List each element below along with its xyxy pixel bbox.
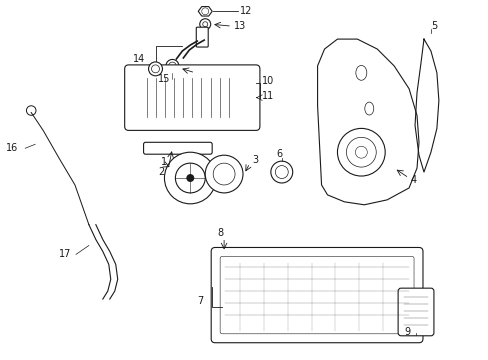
Text: 9: 9 (403, 327, 409, 337)
Text: 12: 12 (240, 6, 252, 16)
Text: 15: 15 (157, 74, 169, 84)
FancyBboxPatch shape (196, 27, 208, 47)
Circle shape (270, 161, 292, 183)
Text: 4: 4 (410, 175, 416, 185)
Text: 6: 6 (276, 149, 282, 159)
FancyBboxPatch shape (143, 142, 212, 154)
Polygon shape (198, 6, 212, 16)
Text: 17: 17 (59, 249, 71, 260)
Text: 11: 11 (262, 91, 274, 101)
Circle shape (199, 19, 210, 30)
Circle shape (164, 152, 216, 204)
Text: 16: 16 (6, 143, 19, 153)
Polygon shape (317, 39, 418, 205)
Text: 10: 10 (262, 76, 274, 86)
FancyBboxPatch shape (211, 247, 422, 343)
Text: 2: 2 (158, 167, 164, 177)
Text: 1: 1 (160, 157, 166, 167)
Text: 3: 3 (251, 155, 258, 165)
Text: 7: 7 (197, 296, 203, 306)
Text: 14: 14 (132, 54, 144, 64)
Circle shape (213, 163, 235, 185)
FancyBboxPatch shape (124, 65, 260, 130)
Circle shape (165, 59, 179, 72)
Circle shape (175, 163, 205, 193)
Text: 8: 8 (217, 228, 223, 238)
Circle shape (337, 129, 385, 176)
Circle shape (148, 62, 162, 76)
FancyBboxPatch shape (397, 288, 433, 336)
Circle shape (186, 174, 194, 182)
Text: 13: 13 (234, 21, 246, 31)
Circle shape (205, 155, 243, 193)
Text: 5: 5 (430, 21, 436, 31)
